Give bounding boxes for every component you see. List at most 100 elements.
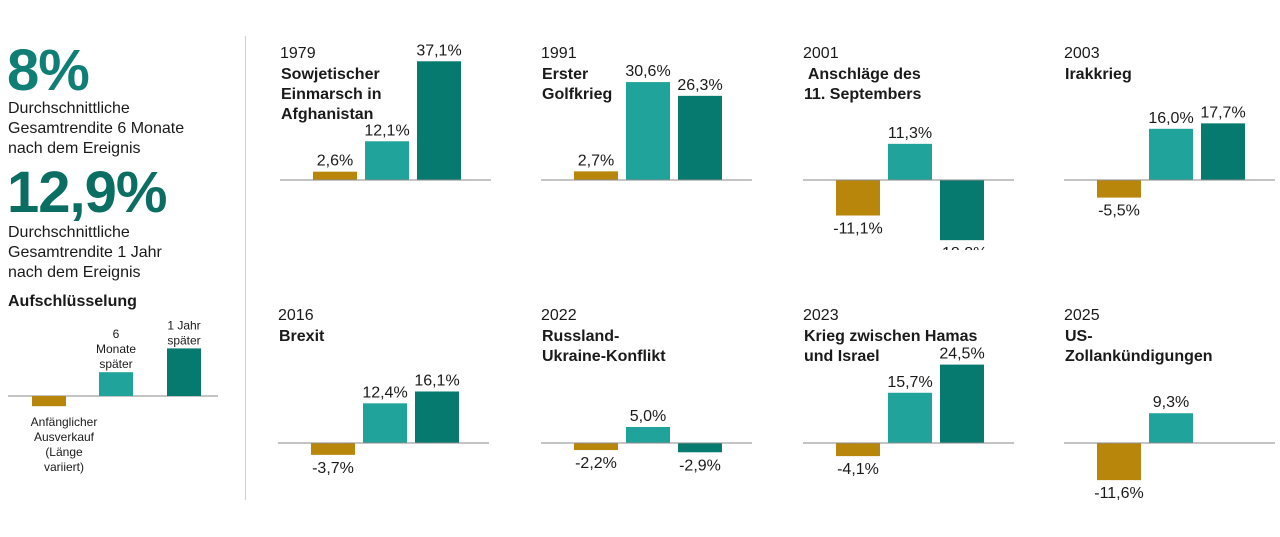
data-label: 12,1% [364,122,409,139]
bar [626,427,670,443]
bar [1201,123,1245,180]
summary-panel: 8% Durchschnittliche Gesamtrendite 6 Mon… [0,0,245,537]
event-title: Brexit [279,327,479,347]
legend-bar [99,372,133,396]
legend-label: später [99,357,132,371]
event-year: 2022 [541,307,577,324]
bar [1149,413,1193,443]
data-label: 2,6% [317,153,353,170]
event-title-line: 11. Septembers [804,86,922,103]
event-bar-chart: -3,7% 12,4% 16,1% [278,372,489,477]
event-title: Erster Golfkrieg [542,65,742,105]
event-title-line: Golfkrieg [542,86,613,103]
data-label: 16,1% [414,372,459,389]
event-title: Anschläge des 11. Septembers [804,65,1004,105]
desc-line: Gesamtrendite 6 Monate [8,120,185,137]
event-title-line: Russland- [542,328,620,345]
event-title: Russland- Ukraine-Konflikt [542,327,742,367]
divider [245,36,246,500]
data-label: 26,3% [677,77,722,94]
data-label: 16,0% [1148,110,1193,127]
data-label: 30,6% [625,63,670,80]
event-year: 2001 [803,45,839,62]
event-bar-chart: -11,1% 11,3% -18,8% [803,125,1014,250]
bar [363,403,407,443]
bar [1097,180,1141,198]
legend-label: variiert) [44,460,84,474]
event-title: Krieg zwischen Hamas und Israel [804,327,1004,367]
legend-label: Monate [96,342,136,356]
event-bar-chart: -4,1% 15,7% 24,5% [803,346,1014,478]
legend-label: Anfänglicher [31,415,98,429]
bar [626,82,670,180]
data-label: -2,9% [679,457,721,474]
event-title-line: Sowjetischer [281,66,380,83]
event-title: Sowjetischer Einmarsch in Afghanistan [281,65,481,125]
bar [311,443,355,455]
bar [836,180,880,216]
event-title: US- Zollankündigungen [1065,327,1265,367]
data-label: 24,5% [939,346,984,363]
bar [678,95,722,180]
data-label: 17,7% [1200,104,1245,121]
data-label: -11,6% [1094,485,1144,502]
event-title-line: Anschläge des [804,66,921,83]
event-title-line: Zollankündigungen [1065,348,1213,365]
data-label: 5,0% [630,408,666,425]
event-bar-chart: -11,6% 9,3% [1064,394,1275,502]
legend-label: (Länge [45,445,83,459]
data-label: 2,7% [578,152,614,169]
event-year: 2023 [803,307,839,324]
bar [417,61,461,180]
data-label: -5,5% [1098,203,1140,220]
bar [940,180,984,241]
desc-line: Gesamtrendite 1 Jahr [8,244,162,261]
one-year-return-description: Durchschnittliche Gesamtrendite 1 Jahr n… [8,223,162,283]
legend-label: 1 Jahr [167,318,200,332]
legend-title: Aufschlüsselung [8,293,137,310]
legend-label: Ausverkauf [34,430,95,444]
data-label: 15,7% [887,374,932,391]
event-year: 2025 [1064,307,1100,324]
one-year-return-value: 12,9% [7,160,167,225]
event-title-line: Ukraine-Konflikt [542,348,666,365]
data-label: -11,1% [833,221,883,238]
data-label: -4,1% [837,461,879,478]
event-year: 2016 [278,307,314,324]
event-title-line: Afghanistan [281,106,374,123]
legend-bar [167,348,201,396]
bar [415,391,459,443]
legend-bar [32,396,66,407]
bar [940,364,984,443]
bar [365,141,409,180]
event-bar-chart: 2,6% 12,1% 37,1% [280,42,491,181]
desc-line: nach dem Ereignis [8,140,141,157]
data-label: 37,1% [416,42,461,59]
bar [1097,443,1141,481]
desc-line: Durchschnittliche [8,100,130,117]
event-title-line: US- [1065,328,1093,345]
legend-label: später [167,333,200,347]
bar [313,171,357,180]
data-label: 11,3% [888,125,932,142]
legend-label: 6 [113,327,120,341]
data-label: -18,8% [937,245,988,250]
desc-line: nach dem Ereignis [8,264,141,281]
data-label: 12,4% [362,384,407,401]
bar [836,443,880,457]
event-title-line: Einmarsch in [281,86,382,103]
event-year: 1979 [280,45,316,62]
event-year: 1991 [541,45,577,62]
event-bar-chart: -2,2% 5,0% -2,9% [541,408,752,474]
bar [678,443,722,453]
event-bar-chart: 2,7% 30,6% 26,3% [541,63,752,181]
event-title-line: Erster [542,66,589,83]
data-label: -3,7% [312,460,354,477]
event-title-line: und Israel [804,348,880,365]
event-title: Irakkrieg [1065,65,1265,85]
bar [574,443,618,451]
bar [888,392,932,443]
event-title-line: Krieg zwischen Hamas [804,328,978,345]
